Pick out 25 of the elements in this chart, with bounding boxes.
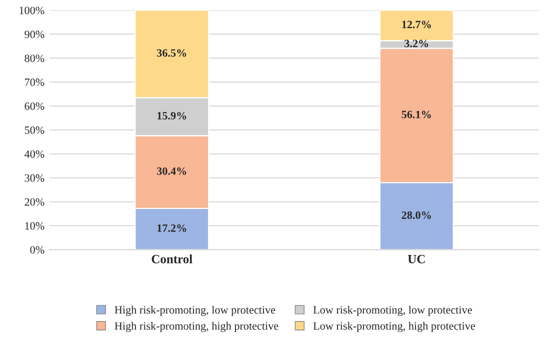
- legend-label: High risk-promoting, low protective: [114, 306, 276, 316]
- data-label: 30.4%: [157, 167, 186, 175]
- y-tick-label: 50%: [24, 126, 44, 134]
- y-tick-label: 60%: [24, 102, 44, 110]
- data-label: 28.0%: [402, 211, 431, 219]
- data-label: 56.1%: [402, 110, 431, 118]
- x-tick-label: Control: [152, 254, 192, 264]
- data-label: 3.2%: [404, 40, 428, 48]
- legend-label: Low risk-promoting, high protective: [313, 322, 475, 332]
- data-label: 12.7%: [402, 20, 431, 28]
- data-label: 15.9%: [157, 112, 186, 120]
- y-tick-label: 30%: [24, 174, 44, 182]
- data-label: 17.2%: [157, 224, 186, 232]
- y-tick-label: 40%: [24, 150, 44, 158]
- y-tick-label: 80%: [24, 54, 44, 62]
- x-tick-label: UC: [408, 254, 425, 264]
- y-tick-label: 20%: [24, 198, 44, 206]
- y-tick-label: 0%: [30, 246, 44, 254]
- legend-label: High risk-promoting, high protective: [114, 322, 278, 332]
- y-tick-label: 70%: [25, 78, 44, 86]
- data-label: 36.5%: [157, 49, 186, 57]
- y-tick-label: 10%: [25, 222, 44, 230]
- y-tick-label: 100%: [20, 6, 44, 14]
- y-tick-label: 90%: [24, 30, 44, 38]
- legend-label: Low risk-promoting, low protective: [313, 306, 472, 316]
